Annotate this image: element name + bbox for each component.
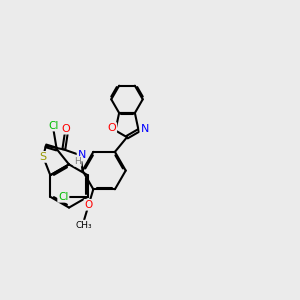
Text: O: O [85, 200, 93, 210]
Text: H: H [74, 157, 81, 166]
Text: O: O [62, 124, 70, 134]
Text: N: N [140, 124, 149, 134]
Text: Cl: Cl [58, 192, 68, 202]
Text: O: O [107, 123, 116, 133]
Text: CH₃: CH₃ [76, 220, 92, 230]
Text: Cl: Cl [48, 121, 58, 130]
Text: S: S [40, 152, 47, 162]
Text: N: N [78, 150, 86, 160]
